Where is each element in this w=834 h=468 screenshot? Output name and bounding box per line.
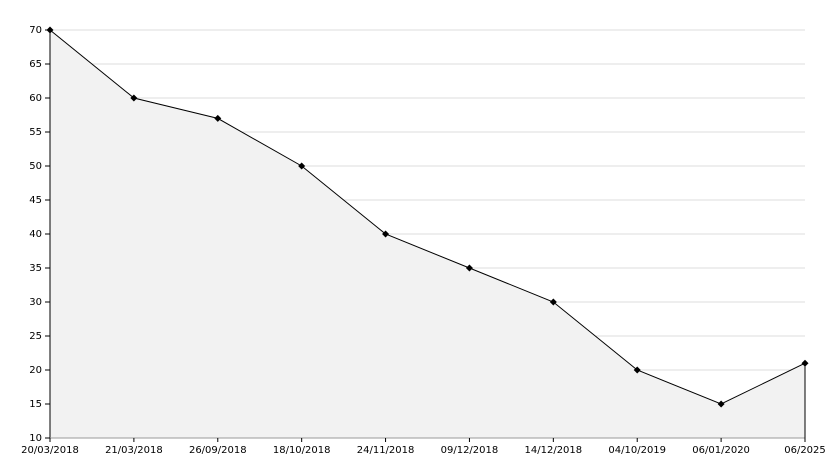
x-tick-label: 24/11/2018 [357, 445, 415, 456]
y-tick-label: 10 [29, 433, 42, 444]
y-tick-label: 70 [29, 25, 42, 36]
x-tick-label: 14/12/2018 [525, 445, 583, 456]
marker [465, 264, 473, 272]
x-tick-label: 21/03/2018 [105, 445, 163, 456]
x-tick-label: 04/10/2019 [608, 445, 666, 456]
marker [46, 26, 54, 34]
marker [549, 298, 557, 306]
y-tick-label: 20 [29, 365, 42, 376]
x-tick-label: 26/09/2018 [189, 445, 247, 456]
marker [717, 400, 725, 408]
marker [801, 359, 809, 367]
marker [633, 366, 641, 374]
y-tick-label: 25 [29, 331, 42, 342]
x-tick-label: 09/12/2018 [441, 445, 499, 456]
area [50, 30, 805, 438]
y-tick-label: 65 [29, 59, 42, 70]
y-tick-label: 45 [29, 195, 42, 206]
y-tick-label: 30 [29, 297, 42, 308]
marker [298, 162, 306, 170]
y-tick-label: 15 [29, 399, 42, 410]
y-tick-label: 55 [29, 127, 42, 138]
x-tick-label: 06/2025 [784, 445, 826, 456]
marker [382, 230, 390, 238]
y-tick-label: 40 [29, 229, 42, 240]
y-tick-label: 35 [29, 263, 42, 274]
x-tick-label: 20/03/2018 [21, 445, 79, 456]
line [49, 29, 806, 405]
x-tick-label: 18/10/2018 [273, 445, 331, 456]
x-tick-label: 06/01/2020 [692, 445, 750, 456]
y-tick-label: 60 [29, 93, 42, 104]
y-tick-label: 50 [29, 161, 42, 172]
marker [214, 114, 222, 122]
marker [130, 94, 138, 102]
